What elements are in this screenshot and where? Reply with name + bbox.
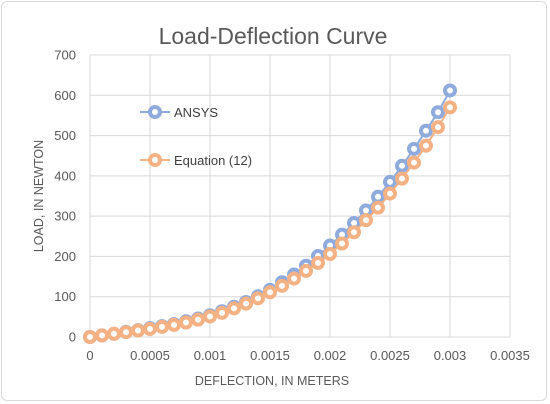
data-point [443, 100, 457, 115]
data-point [203, 309, 217, 324]
data-point [179, 315, 193, 330]
legend-marker [148, 105, 162, 119]
data-point [251, 291, 265, 306]
y-tick-label: 0 [69, 330, 76, 345]
data-point [383, 174, 397, 189]
y-tick-label: 100 [54, 289, 76, 304]
data-point [83, 330, 97, 344]
legend-marker [148, 153, 162, 167]
legend-item: ANSYS [140, 105, 218, 120]
data-point [167, 317, 181, 332]
data-point [347, 225, 361, 240]
x-tick-label: 0.002 [314, 348, 347, 363]
data-point [299, 263, 313, 278]
x-tick-label: 0.001 [194, 348, 227, 363]
data-point [311, 255, 325, 270]
x-tick-labels: 0 0.0005 0.001 0.0015 0.002 0.0025 0.003 0.0035 [86, 348, 530, 363]
series-1 [83, 100, 457, 344]
y-tick-label: 700 [54, 48, 76, 63]
x-tick-label: 0.0025 [370, 348, 410, 363]
data-point [191, 312, 205, 327]
chart-title: Load-Deflection Curve [159, 23, 388, 49]
data-point [383, 186, 397, 201]
plot-series [83, 83, 457, 344]
y-axis-label: LOAD, IN NEWTON [32, 140, 46, 252]
data-point [95, 328, 109, 343]
y-tick-label: 300 [54, 209, 76, 224]
data-point [407, 141, 421, 156]
data-point [119, 325, 133, 340]
x-tick-label: 0.0005 [130, 348, 170, 363]
data-point [323, 247, 337, 262]
x-tick-label: 0.003 [434, 348, 467, 363]
data-point [227, 301, 241, 316]
data-point [143, 321, 157, 336]
y-tick-label: 400 [54, 168, 76, 183]
data-point [371, 200, 385, 215]
legend: ANSYS Equation (12) [140, 105, 252, 168]
data-point [431, 105, 445, 120]
x-tick-label: 0.0015 [250, 348, 290, 363]
data-point [335, 236, 349, 251]
data-point [443, 83, 457, 98]
data-point [419, 123, 433, 138]
data-point [431, 120, 445, 135]
data-point [239, 296, 253, 311]
data-point [395, 158, 409, 173]
legend-label: Equation (12) [174, 153, 252, 168]
data-point [287, 271, 301, 286]
data-point [371, 189, 385, 204]
legend-item: Equation (12) [140, 153, 252, 168]
y-tick-labels: 0 100 200 300 400 500 600 700 [54, 48, 76, 345]
data-point [419, 138, 433, 153]
data-point [359, 213, 373, 228]
x-axis-label: DEFLECTION, IN METERS [195, 374, 349, 388]
x-tick-label: 0.0035 [490, 348, 530, 363]
y-tick-label: 500 [54, 128, 76, 143]
x-tick-label: 0 [86, 348, 93, 363]
gridlines [89, 54, 511, 338]
data-point [107, 326, 121, 341]
data-point [215, 305, 229, 320]
data-point [155, 319, 169, 334]
data-point [131, 323, 145, 338]
y-tick-label: 200 [54, 249, 76, 264]
data-point [407, 155, 421, 170]
data-point [263, 285, 277, 300]
legend-label: ANSYS [174, 105, 218, 120]
data-point [275, 278, 289, 293]
y-tick-label: 600 [54, 88, 76, 103]
data-point [395, 171, 409, 186]
